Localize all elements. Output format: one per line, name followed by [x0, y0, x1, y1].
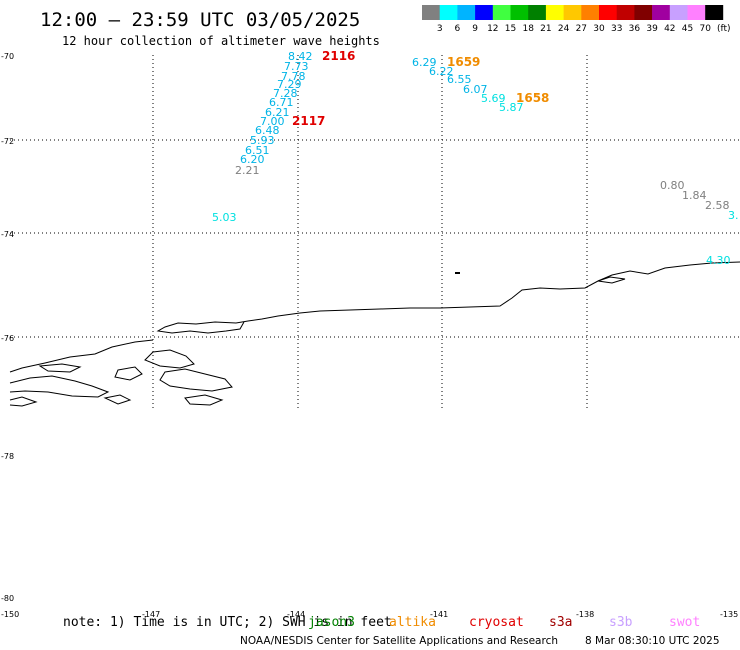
pass-time: 1658	[516, 91, 549, 105]
swh-value: 6.48	[255, 124, 280, 137]
legend-swatch	[669, 5, 688, 20]
map-subtitle: 12 hour collection of altimeter wave hei…	[62, 34, 380, 48]
pass-time: 2116	[322, 49, 355, 63]
lon-label: -141	[430, 610, 448, 619]
legend-label: 6	[455, 24, 461, 34]
map-title: 12:00 – 23:59 UTC 03/05/2025	[40, 9, 360, 31]
legend-label: 9	[472, 24, 478, 34]
swh-value: 7.00	[260, 115, 285, 128]
lat-label: -80	[1, 594, 14, 603]
legend-label: 21	[540, 24, 551, 34]
lat-label: -70	[1, 52, 14, 61]
satellite-jason3: jason3	[308, 615, 355, 630]
altimeter-track-3: 0.80 1.84 2.58 3. 4.30	[660, 179, 739, 267]
legend-swatch	[475, 5, 494, 20]
satellite-legend: jason3 altika cryosat s3a s3b swot	[308, 615, 700, 630]
small-island	[455, 272, 460, 274]
legend-swatch	[652, 5, 671, 20]
legend-swatch	[581, 5, 600, 20]
lon-label: -138	[576, 610, 594, 619]
legend-swatch	[563, 5, 582, 20]
lat-label: -76	[1, 334, 14, 343]
lat-label: -78	[1, 452, 14, 461]
swh-value: 7.28	[273, 87, 298, 100]
legend-label: 3	[437, 24, 443, 34]
altimeter-track-1: 8.42 7.73 7.78 7.29 7.28 6.71 6.21 7.00 …	[235, 50, 313, 177]
swh-value: 6.22	[429, 65, 454, 78]
lon-label: -147	[142, 610, 160, 619]
legend-label: 12	[487, 24, 498, 34]
legend-unit: (ft)	[717, 24, 731, 34]
satellite-altika: altika	[389, 615, 436, 630]
latitude-labels: -70 -72 -74 -76 -78 -80	[1, 52, 14, 603]
altimeter-track-2: 6.29 6.22 6.55 6.07 5.69 5.87	[412, 56, 524, 114]
lon-label: -144	[287, 610, 305, 619]
longitude-labels: -150 -147 -144 -141 -138 -135	[1, 610, 738, 619]
swh-value: 6.29	[412, 56, 437, 69]
footer-timestamp: 8 Mar 08:30:10 UTC 2025	[585, 635, 720, 647]
lon-label: -135	[720, 610, 738, 619]
lon-label: -150	[1, 610, 19, 619]
swh-value: 5.87	[499, 101, 524, 114]
legend-label: 30	[593, 24, 605, 34]
legend-swatch	[492, 5, 511, 20]
swh-value: 6.71	[269, 96, 294, 109]
swh-value: 7.78	[281, 70, 306, 83]
swh-value: 6.21	[265, 106, 290, 119]
legend-label: 42	[664, 24, 675, 34]
swh-value: 5.69	[481, 92, 506, 105]
color-legend: 3 6 9 12 15 18 21 24 27 30 33 36 39 42 45 70	[422, 5, 724, 34]
antarctic-coastline	[9, 261, 740, 407]
swh-value: 6.55	[447, 73, 472, 86]
swh-value: 2.58	[705, 199, 730, 212]
legend-label: 27	[576, 24, 587, 34]
legend-label: 33	[611, 24, 622, 34]
track-1-times: 2116 2117	[292, 49, 355, 128]
legend-swatch	[616, 5, 635, 20]
legend-label: 36	[629, 24, 641, 34]
legend-swatch	[599, 5, 617, 20]
swh-value: 5.93	[250, 134, 275, 147]
legend-label: 15	[505, 24, 516, 34]
legend-swatch	[528, 5, 547, 20]
isolated-swh-value: 5.03	[212, 211, 237, 224]
swh-value: 3.	[728, 209, 739, 222]
pass-time: 1659	[447, 55, 480, 69]
legend-swatch	[705, 5, 724, 20]
legend-swatch	[634, 5, 653, 20]
lat-label: -74	[1, 230, 14, 239]
map-note: note: 1) Time is in UTC; 2) SWH is in fe…	[63, 615, 392, 630]
legend-label: 39	[646, 24, 658, 34]
track-2-times: 1659 1658	[447, 55, 549, 105]
legend-swatch	[457, 5, 476, 20]
swh-value: 1.84	[682, 189, 707, 202]
swh-value: 4.30	[706, 254, 731, 267]
footer-credit: NOAA/NESDIS Center for Satellite Applica…	[240, 635, 558, 647]
legend-label: 18	[522, 24, 534, 34]
swh-value: 6.20	[240, 153, 265, 166]
legend-label: 70	[699, 24, 711, 34]
legend-label: 45	[682, 24, 693, 34]
satellite-s3b: s3b	[609, 615, 633, 630]
swh-value: 0.80	[660, 179, 685, 192]
legend-swatch	[687, 5, 706, 20]
swh-value: 2.21	[235, 164, 260, 177]
legend-label: 24	[558, 24, 570, 34]
swh-value: 6.51	[245, 144, 270, 157]
legend-swatch	[545, 5, 564, 20]
swh-value: 8.42	[288, 50, 313, 63]
legend-swatch	[439, 5, 458, 20]
satellite-cryosat: cryosat	[469, 615, 524, 630]
pass-time: 2117	[292, 114, 325, 128]
satellite-s3a: s3a	[549, 615, 572, 630]
swh-value: 6.07	[463, 83, 488, 96]
lat-label: -72	[1, 137, 14, 146]
grid-lines	[10, 55, 740, 410]
legend-swatch	[510, 5, 529, 20]
legend-swatch	[422, 5, 440, 20]
swh-value: 7.73	[284, 60, 309, 73]
swh-value: 7.29	[277, 78, 302, 91]
satellite-swot: swot	[669, 615, 700, 630]
